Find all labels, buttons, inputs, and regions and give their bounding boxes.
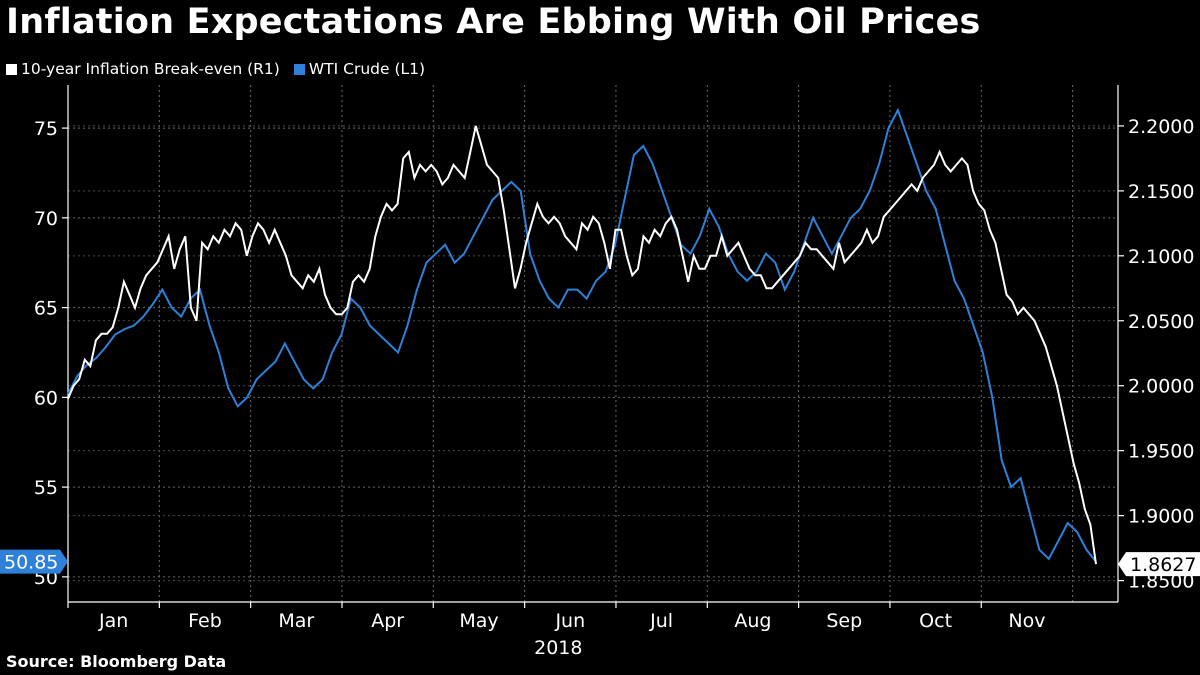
y-right-tick-label: 2.0000 — [1128, 376, 1194, 398]
source-note: Source: Bloomberg Data — [6, 652, 227, 671]
last-value-flag-breakeven — [1118, 552, 1200, 577]
legend-swatch-wti — [293, 63, 305, 75]
last-value-label-breakeven: 1.8627 — [1130, 554, 1196, 576]
legend-item-breakeven: 10-year Inflation Break-even (R1) — [6, 60, 280, 78]
legend-swatch-breakeven — [6, 63, 17, 75]
legend-item-wti: WTI Crude (L1) — [293, 60, 426, 78]
x-tick-label: Jul — [649, 610, 673, 632]
x-tick-label: Sep — [826, 610, 862, 632]
y-right-tick-label: 1.9500 — [1128, 441, 1194, 463]
chart-title: Inflation Expectations Are Ebbing With O… — [6, 2, 981, 42]
x-tick-label: Nov — [1008, 610, 1045, 632]
last-value-label-wti: 50.85 — [4, 552, 58, 574]
x-tick-label: Aug — [734, 610, 771, 632]
y-right-tick-label: 1.9000 — [1128, 506, 1194, 528]
y-left-tick-label: 70 — [34, 208, 58, 230]
y-right-tick-label: 2.1500 — [1128, 181, 1194, 203]
x-tick-label: Jan — [98, 610, 128, 632]
x-tick-label: Mar — [278, 610, 314, 632]
y-right-tick-label: 2.0500 — [1128, 311, 1194, 333]
x-tick-label: Feb — [188, 610, 222, 632]
x-tick-label: May — [459, 610, 498, 632]
series-line-breakeven — [67, 125, 1097, 565]
y-right-tick-label: 2.1000 — [1128, 246, 1194, 268]
y-left-tick-label: 55 — [34, 477, 58, 499]
legend-label-wti: WTI Crude (L1) — [308, 60, 426, 78]
legend: 10-year Inflation Break-even (R1) WTI Cr… — [6, 60, 439, 78]
x-year-label: 2018 — [534, 637, 582, 659]
y-left-tick-label: 65 — [34, 298, 58, 320]
x-tick-label: Jun — [554, 610, 585, 632]
legend-label-breakeven: 10-year Inflation Break-even (R1) — [21, 60, 280, 78]
last-value-flag-wti — [0, 549, 68, 574]
x-tick-label: Oct — [919, 610, 952, 632]
x-tick-label: Apr — [371, 610, 404, 632]
y-left-tick-label: 75 — [34, 118, 58, 140]
y-right-tick-label: 2.2000 — [1128, 116, 1194, 138]
series-line-wti — [67, 107, 1097, 563]
y-left-tick-label: 60 — [34, 387, 58, 409]
